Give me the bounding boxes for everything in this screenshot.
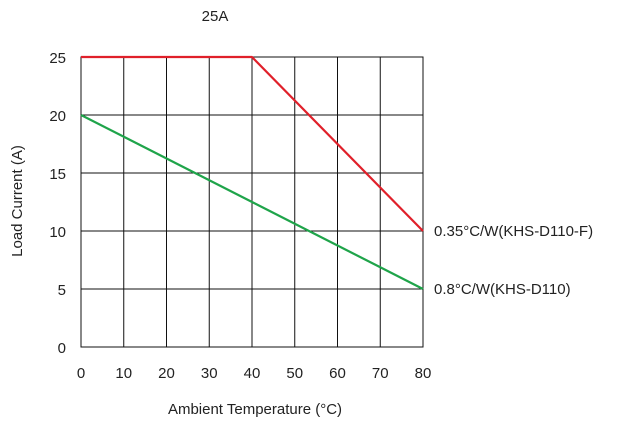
y-tick-label: 15 xyxy=(49,166,66,183)
series-line-1 xyxy=(81,55,424,232)
x-tick-label: 30 xyxy=(201,365,218,382)
x-tick-labels: 0 10 20 30 40 50 60 70 80 xyxy=(77,365,432,382)
x-tick-label: 60 xyxy=(329,365,346,382)
series-label-1: 0.35°C/W(KHS-D110-F) xyxy=(434,223,593,240)
y-tick-label: 0 xyxy=(58,340,66,357)
y-tick-label: 25 xyxy=(49,50,66,67)
y-tick-label: 10 xyxy=(49,224,66,241)
series-labels: 0.35°C/W(KHS-D110-F) 0.8°C/W(KHS-D110) xyxy=(434,223,593,298)
y-tick-labels: 0 5 10 15 20 25 xyxy=(49,50,66,357)
series-label-2: 0.8°C/W(KHS-D110) xyxy=(434,281,571,298)
x-tick-label: 80 xyxy=(415,365,432,382)
x-tick-label: 50 xyxy=(286,365,303,382)
x-tick-label: 20 xyxy=(158,365,175,382)
y-tick-label: 20 xyxy=(49,108,66,125)
x-tick-label: 0 xyxy=(77,365,85,382)
x-tick-label: 40 xyxy=(244,365,261,382)
x-tick-label: 10 xyxy=(115,365,132,382)
chart-title: 25A xyxy=(202,8,229,25)
x-axis-title: Ambient Temperature (°C) xyxy=(168,401,342,418)
x-tick-label: 70 xyxy=(372,365,389,382)
series-lines xyxy=(80,55,424,290)
y-axis-title: Load Current (A) xyxy=(9,145,26,257)
y-tick-label: 5 xyxy=(58,282,66,299)
series-line-2 xyxy=(80,114,424,290)
